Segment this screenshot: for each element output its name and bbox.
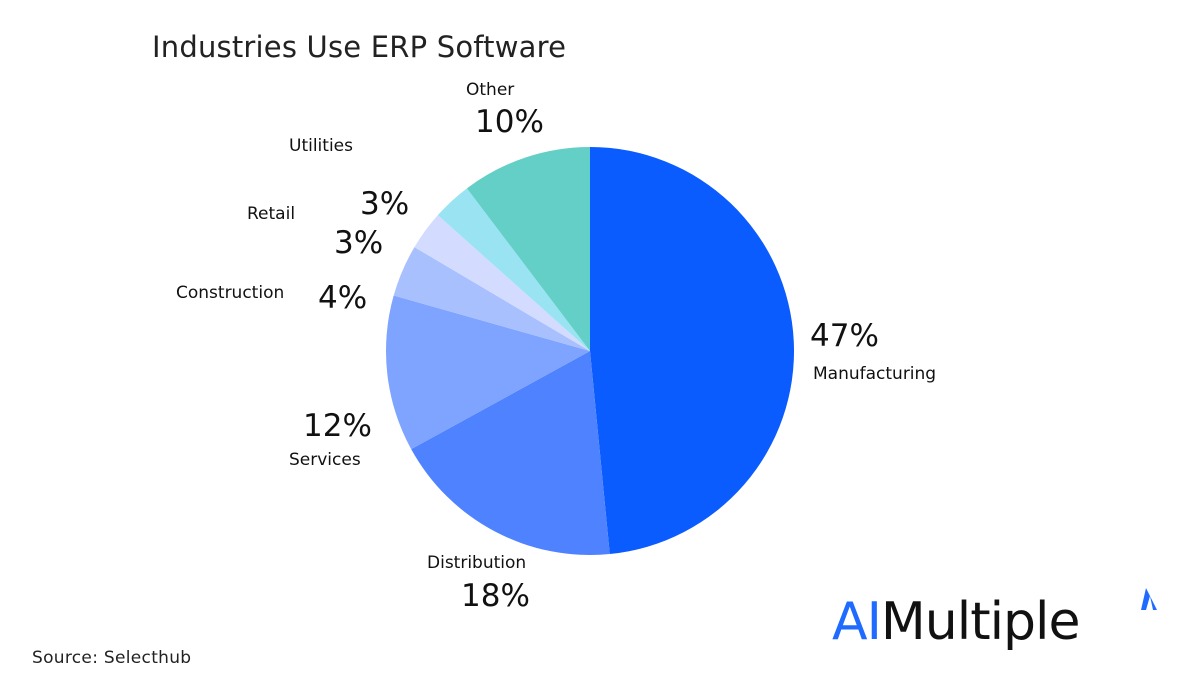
pct-label-retail: 3% <box>334 225 383 261</box>
pct-label-manufacturing: 47% <box>810 318 879 354</box>
chart-title: Industries Use ERP Software <box>152 30 567 64</box>
cat-label-distribution: Distribution <box>427 553 526 573</box>
cat-label-services: Services <box>289 450 361 470</box>
pie-slice-utilities <box>437 188 590 351</box>
cat-label-other: Other <box>466 80 514 100</box>
cat-label-utilities: Utilities <box>289 136 353 156</box>
source-note: Source: Selecthub <box>32 648 192 668</box>
pct-label-services: 12% <box>303 408 372 444</box>
pie-slice-construction <box>393 247 590 351</box>
aimultiple-logo: AIMultiple <box>832 588 1157 662</box>
pct-label-utilities: 3% <box>360 186 409 222</box>
cat-label-retail: Retail <box>247 204 295 224</box>
pie-slice-services <box>386 295 590 450</box>
logo-multiple-text: Multiple <box>880 592 1081 652</box>
pct-label-other: 10% <box>475 104 544 140</box>
logo-ai-text: AI <box>832 592 882 652</box>
pct-label-construction: 4% <box>318 280 367 316</box>
pie-slice-manufacturing <box>590 147 795 555</box>
pie-slices <box>386 147 795 556</box>
logo-spark-icon <box>1141 588 1157 610</box>
pie-slice-distribution <box>411 351 610 556</box>
pie-slice-other <box>466 147 590 351</box>
cat-label-construction: Construction <box>176 283 284 303</box>
pct-label-distribution: 18% <box>461 578 530 614</box>
pie-slice-retail <box>414 215 590 351</box>
cat-label-manufacturing: Manufacturing <box>813 364 936 384</box>
